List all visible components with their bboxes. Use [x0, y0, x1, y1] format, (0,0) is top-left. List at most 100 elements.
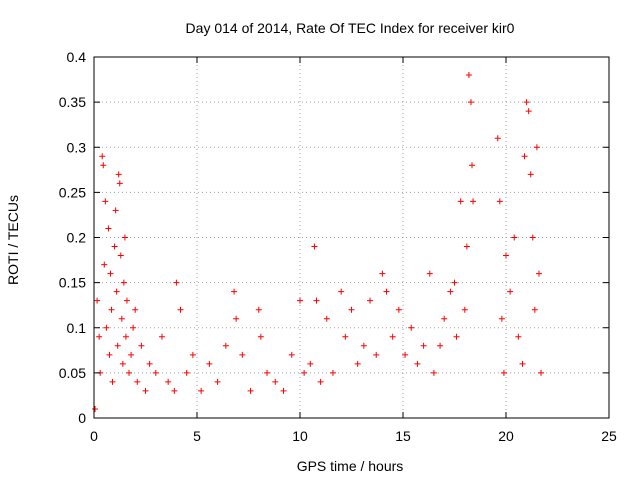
data-point-marker — [119, 360, 126, 367]
data-point-marker — [348, 306, 355, 313]
data-point-marker — [463, 243, 470, 250]
data-point-marker — [183, 369, 190, 376]
data-point-marker — [441, 315, 448, 322]
data-point-marker — [323, 315, 330, 322]
data-point-marker — [521, 153, 528, 160]
data-point-marker — [496, 198, 503, 205]
data-point-marker — [118, 315, 125, 322]
data-point-marker — [311, 243, 318, 250]
data-point-marker — [461, 306, 468, 313]
x-tick-label: 15 — [395, 428, 411, 444]
data-point-marker — [255, 306, 262, 313]
data-point-marker — [467, 99, 474, 106]
data-point-marker — [264, 369, 271, 376]
data-point-marker — [307, 360, 314, 367]
data-point-marker — [533, 144, 540, 151]
data-point-marker — [134, 378, 141, 385]
data-point-marker — [408, 324, 415, 331]
data-point-marker — [152, 369, 159, 376]
data-point-marker — [206, 360, 213, 367]
data-point-marker — [122, 333, 129, 340]
y-tick-label: 0.35 — [59, 94, 86, 110]
data-point-marker — [115, 171, 122, 178]
data-point-marker — [231, 288, 238, 295]
data-point-marker — [465, 72, 472, 79]
data-point-marker — [214, 378, 221, 385]
data-point-marker — [535, 270, 542, 277]
data-point-marker — [329, 369, 336, 376]
data-point-marker — [457, 198, 464, 205]
data-point-marker — [105, 225, 112, 232]
data-point-marker — [297, 297, 303, 304]
y-tick-label: 0.3 — [67, 139, 87, 155]
data-point-marker — [367, 297, 374, 304]
data-point-marker — [515, 333, 522, 340]
data-point-marker — [113, 288, 120, 295]
data-point-marker — [107, 270, 114, 277]
data-point-marker — [96, 333, 103, 340]
data-point-marker — [111, 243, 118, 250]
grid-lines — [94, 57, 609, 418]
data-point-marker — [498, 315, 505, 322]
data-point-marker — [102, 198, 109, 205]
data-point-marker — [114, 342, 121, 349]
data-point-marker — [414, 360, 421, 367]
y-tick-label: 0.05 — [59, 365, 86, 381]
data-point-marker — [280, 387, 287, 394]
data-point-marker — [511, 234, 518, 241]
data-point-marker — [171, 387, 178, 394]
y-tick-label: 0.4 — [67, 49, 87, 65]
data-point-marker — [503, 252, 509, 259]
data-point-marker — [272, 378, 279, 385]
data-points — [92, 72, 545, 412]
y-axis-ticks: 0 0.05 0.1 0.15 0.2 0.25 0.3 0.35 0.4 — [59, 49, 609, 426]
data-point-marker — [527, 171, 534, 178]
y-tick-label: 0 — [78, 410, 86, 426]
y-tick-label: 0.1 — [67, 320, 87, 336]
data-point-marker — [233, 315, 240, 322]
data-point-marker — [106, 351, 113, 358]
data-point-marker — [317, 378, 324, 385]
data-point-marker — [101, 261, 108, 268]
data-point-marker — [128, 351, 135, 358]
y-axis-label: ROTI / TECUs — [5, 195, 21, 285]
data-point-marker — [257, 333, 264, 340]
data-point-marker — [525, 108, 532, 115]
data-point-marker — [402, 351, 409, 358]
data-point-marker — [529, 234, 536, 241]
data-point-marker — [247, 387, 254, 394]
data-point-marker — [130, 324, 137, 331]
data-point-marker — [158, 333, 165, 340]
data-point-marker — [100, 162, 107, 169]
data-point-marker — [165, 378, 172, 385]
data-point-marker — [99, 153, 106, 160]
data-point-marker — [126, 369, 133, 376]
data-point-marker — [494, 135, 501, 142]
data-point-marker — [500, 369, 507, 376]
y-tick-label: 0.2 — [67, 230, 87, 246]
data-point-marker — [109, 378, 116, 385]
data-point-marker — [395, 306, 402, 313]
data-point-marker — [103, 324, 110, 331]
data-point-marker — [301, 369, 308, 376]
data-point-marker — [116, 180, 123, 187]
data-point-marker — [132, 306, 139, 313]
data-point-marker — [123, 297, 130, 304]
x-tick-label: 0 — [90, 428, 98, 444]
data-point-marker — [94, 297, 101, 304]
data-point-marker — [437, 342, 444, 349]
data-point-marker — [288, 351, 295, 358]
data-point-marker — [430, 369, 437, 376]
data-point-marker — [146, 360, 153, 367]
data-point-marker — [342, 333, 349, 340]
data-point-marker — [189, 351, 196, 358]
data-point-marker — [469, 162, 476, 169]
data-point-marker — [420, 342, 427, 349]
data-point-marker — [531, 306, 538, 313]
x-tick-label: 20 — [498, 428, 514, 444]
x-axis-ticks: 0 5 10 15 20 25 — [90, 57, 617, 444]
data-point-marker — [112, 207, 119, 214]
x-tick-label: 5 — [193, 428, 201, 444]
data-point-marker — [338, 288, 345, 295]
